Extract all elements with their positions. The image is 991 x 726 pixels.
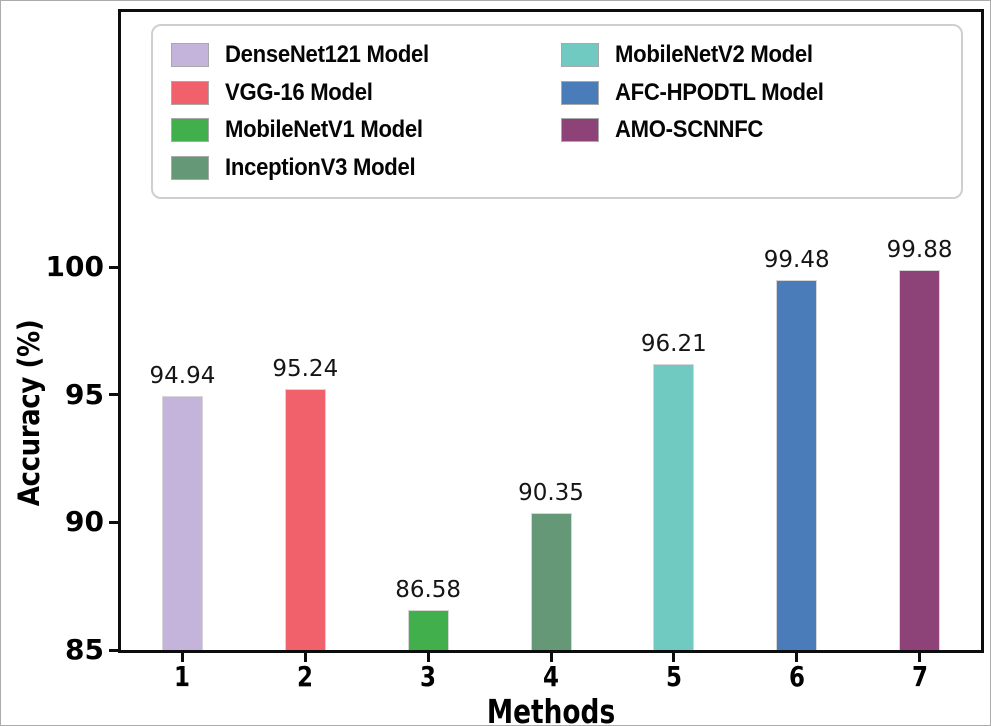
x-tick-mark [672,653,676,662]
legend-label: MobileNetV2 Model [615,40,813,68]
legend-item: MobileNetV2 Model [561,36,943,74]
y-axis-title: Accuracy (%) [12,319,46,507]
bar-value-label-7: 99.88 [886,237,953,264]
bar-value-label-1: 94.94 [149,363,216,390]
bar-method-4 [530,513,572,650]
x-tick-mark [426,653,430,662]
plot-area: DenseNet121 Model VGG-16 Model MobileNetV1… [46,9,984,725]
legend-label: InceptionV3 Model [225,154,416,182]
bar-method-2 [284,388,326,650]
y-tick-label: 90 [65,505,104,539]
bars-layer: 94.94 95.24 86.58 90.35 96.21 99.48 99.88 [121,12,981,650]
bar-value-label-2: 95.24 [272,355,339,382]
legend-item: VGG-16 Model [171,74,553,112]
x-tick-mark [180,653,184,662]
y-tick-mark [109,265,118,269]
x-tick-mark [918,653,922,662]
legend-label: DenseNet121 Model [225,40,429,68]
bar-value-label-3: 86.58 [395,576,462,603]
bar-value-label-6: 99.48 [763,247,830,274]
y-tick-mark [109,520,118,524]
legend-label: VGG-16 Model [225,78,373,106]
x-tick-mark [795,653,799,662]
legend-swatch [561,42,599,67]
x-tick-label: 6 [788,660,805,693]
bar-method-1 [161,396,203,650]
legend-swatch [171,42,209,67]
bar-method-6 [776,280,818,650]
x-axis-title: Methods [486,692,616,726]
legend-item: AFC-HPODTL Model [561,74,943,112]
x-tick-label: 4 [543,660,559,693]
y-tick-label: 95 [65,377,104,411]
legend-label: AMO-SCNNFC [615,116,764,144]
y-tick-label: 100 [45,250,104,284]
legend-item: InceptionV3 Model [171,149,553,187]
legend-swatch [171,80,209,105]
x-tick-label: 5 [665,660,682,693]
x-tick-label: 1 [174,660,191,693]
legend-swatch [561,118,599,143]
x-tick-label: 7 [911,660,928,693]
legend-item: DenseNet121 Model [171,36,553,74]
legend-label: AFC-HPODTL Model [615,78,824,106]
legend-item: AMO-SCNNFC [561,112,943,150]
y-tick-mark [109,648,118,652]
x-tick-label: 2 [297,660,314,693]
legend: DenseNet121 Model VGG-16 Model MobileNetV1… [151,24,963,199]
x-tick-mark [549,653,553,662]
bar-method-5 [653,363,695,650]
x-tick-mark [303,653,307,662]
y-tick-mark [109,393,118,397]
bar-method-7 [899,270,941,650]
legend-label: MobileNetV1 Model [225,116,423,144]
legend-swatch [171,118,209,143]
bar-value-label-5: 96.21 [640,330,707,357]
legend-swatch [561,80,599,105]
y-tick-label: 85 [65,633,104,666]
bar-method-3 [407,609,449,650]
x-tick-label: 3 [420,660,437,693]
legend-swatch [171,156,209,181]
legend-item: MobileNetV1 Model [171,112,553,150]
bar-value-label-4: 90.35 [518,480,584,507]
